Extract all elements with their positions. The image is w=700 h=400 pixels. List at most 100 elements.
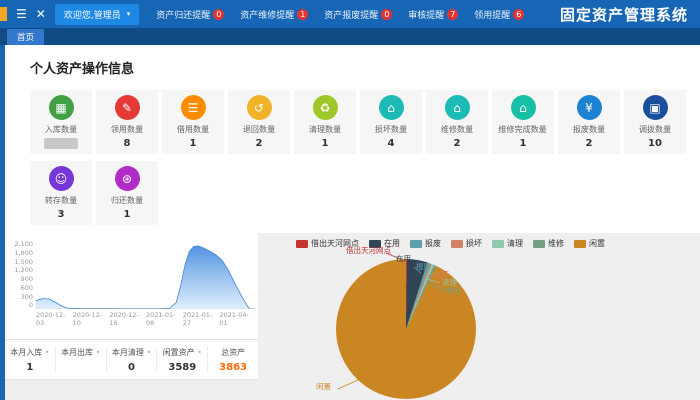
stat-card[interactable]: ↺ 退回数量 2 [228,90,290,154]
pie-slice-label: 清理 [442,278,457,287]
stat-card-label: 维修数量 [440,125,474,135]
axis-tick-label: 0 [28,301,33,310]
legend-swatch [410,239,422,248]
stat-card[interactable]: ⌂ 维修完成数量 1 [492,90,554,154]
hamburger-menu-icon[interactable]: ☰ [16,7,27,21]
stat-card[interactable]: ▦ 入库数量 [30,90,92,154]
user-welcome-label: 欢迎您,管理员 [63,10,121,21]
stat-card-label: 入库数量 [44,125,78,135]
legend-swatch [369,239,381,248]
axis-tick-label: 600 [20,283,33,292]
content-area: 个人资产操作信息 ▦ 入库数量 ✎ 领用数量 8 ☰ 借用数量 1 ↺ 退回数量… [0,45,700,400]
person-icon: ☺ [48,166,74,191]
summary-stat-value: 3863 [219,362,247,373]
stat-card-value: 3 [57,209,65,220]
summary-stat: 本月清理 0 [107,347,158,373]
section-title: 个人资产操作信息 [30,62,135,77]
document-icon: ✎ [114,95,140,120]
legend-label: 闲置 [589,239,605,248]
stat-card[interactable]: ✎ 领用数量 8 [96,90,158,154]
stat-card[interactable]: ♻ 清理数量 1 [294,90,356,154]
axis-tick-label: 1,500 [14,257,33,266]
stat-card[interactable]: ¥ 报废数量 2 [558,90,620,154]
return-trend-icon: ↺ [246,95,272,120]
user-dropdown[interactable]: 欢迎您,管理员 ▾ [54,3,140,25]
stat-card-value: 1 [519,138,527,149]
bar-chart-icon: ▦ [48,95,74,120]
pie-slice-label: 报废 [416,262,431,271]
stat-card-label: 领用数量 [110,125,144,135]
stat-card[interactable]: ⌂ 损坏数量 4 [360,90,422,154]
top-navbar: ☰ ✕ 欢迎您,管理员 ▾ 资产归还提醒 0 资产维修提醒 1 资产报废提醒 0… [0,0,700,28]
nav-item-label: 领用提醒 [474,10,511,21]
stat-card-value: 8 [123,138,131,149]
legend-swatch [492,239,504,248]
axis-tick-label: 2,100 [14,240,33,248]
nav-menu: 资产归还提醒 0 资产维修提醒 1 资产报废提醒 0 审核提醒 7 领用提醒 6 [156,8,525,21]
stat-card[interactable]: ☺ 转存数量 3 [30,161,92,225]
nav-notification-item[interactable]: 资产维修提醒 1 [240,8,309,21]
axis-tick-label: 2020-12-16 [109,311,139,327]
nav-item-label: 资产维修提醒 [240,10,295,21]
stat-card-value: 1 [321,138,329,149]
axis-tick-label: 300 [20,292,33,301]
summary-stat-label: 总资产 [221,348,246,357]
summary-stat-label: 本月出库 [56,347,106,358]
pie-legend-item[interactable]: 闲置 [574,238,605,249]
notification-badge: 0 [381,8,393,20]
collapsed-sidebar[interactable] [0,45,5,400]
axis-tick-label: 2020-12-10 [72,311,103,327]
pie-slice-label: 损坏 [434,270,449,279]
pie-legend-item[interactable]: 清理 [492,238,523,249]
pie-legend-item[interactable]: 维修 [533,238,564,249]
close-icon[interactable]: ✕ [35,7,46,21]
layers-icon: ☰ [180,95,206,120]
pie-legend-item[interactable]: 报废 [410,238,441,249]
stat-card-value: 2 [585,138,593,149]
stat-card[interactable]: ▣ 调拨数量 10 [624,90,686,154]
nav-notification-item[interactable]: 领用提醒 6 [474,8,525,21]
summary-stat: 闲置资产 3589 [157,347,209,373]
axis-tick-label: 2021-01-08 [146,311,176,327]
stat-card[interactable]: ⊛ 归还数量 1 [96,161,158,225]
nav-item-label: 审核提醒 [408,10,445,21]
legend-label: 在用 [384,239,400,248]
pie-legend-item[interactable]: 损坏 [451,238,482,249]
stat-card-value: 2 [453,138,461,149]
pie-legend-item[interactable]: 在用 [369,238,400,249]
stat-card[interactable]: ☰ 借用数量 1 [162,90,224,154]
area-chart[interactable] [36,241,255,309]
stat-card-label: 退回数量 [242,125,276,135]
summary-stat-label: 本月清理 [107,347,157,358]
stat-card-value [44,138,78,149]
stat-card-label: 归还数量 [110,196,144,206]
nav-item-label: 资产报废提醒 [324,10,379,21]
stat-card[interactable]: ⌂ 维修数量 2 [426,90,488,154]
summary-stat-label: 闲置资产 [157,347,207,358]
app-logo [0,7,7,21]
house-check-icon: ⌂ [510,95,536,120]
pie-chart-panel: 借出天河网点 在用 报废 损坏 清理 维修 闲置 [258,233,700,400]
pie-legend-item[interactable]: 借出天河网点 [296,238,359,249]
stat-card-label: 损坏数量 [374,125,408,135]
pie-chart[interactable] [336,259,476,399]
legend-label: 借出天河网点 [311,239,359,248]
cards-row-2: ☺ 转存数量 3 ⊛ 归还数量 1 [30,161,700,225]
axis-tick-label: 1,800 [14,248,33,257]
clean-icon: ♻ [312,95,338,120]
nav-notification-item[interactable]: 资产报废提醒 0 [324,8,393,21]
stat-card-value: 1 [189,138,197,149]
legend-label: 报废 [425,239,441,248]
summary-stat-value [56,362,106,373]
summary-stat: 本月入库 1 [5,347,56,373]
nav-notification-item[interactable]: 审核提醒 7 [408,8,459,21]
tab-home[interactable]: 首页 [7,28,45,45]
nav-notification-item[interactable]: 资产归还提醒 0 [156,8,225,21]
stat-card-label: 转存数量 [44,196,78,206]
legend-label: 维修 [548,239,564,248]
stat-card-value: 2 [255,138,263,149]
summary-stats-bar: 本月入库 1 本月出库 本月清理 0 闲置资产 3589 总资产 3863 [5,339,258,380]
summary-stat-value: 3589 [168,362,197,373]
summary-stat-label: 本月入库 [5,347,55,358]
